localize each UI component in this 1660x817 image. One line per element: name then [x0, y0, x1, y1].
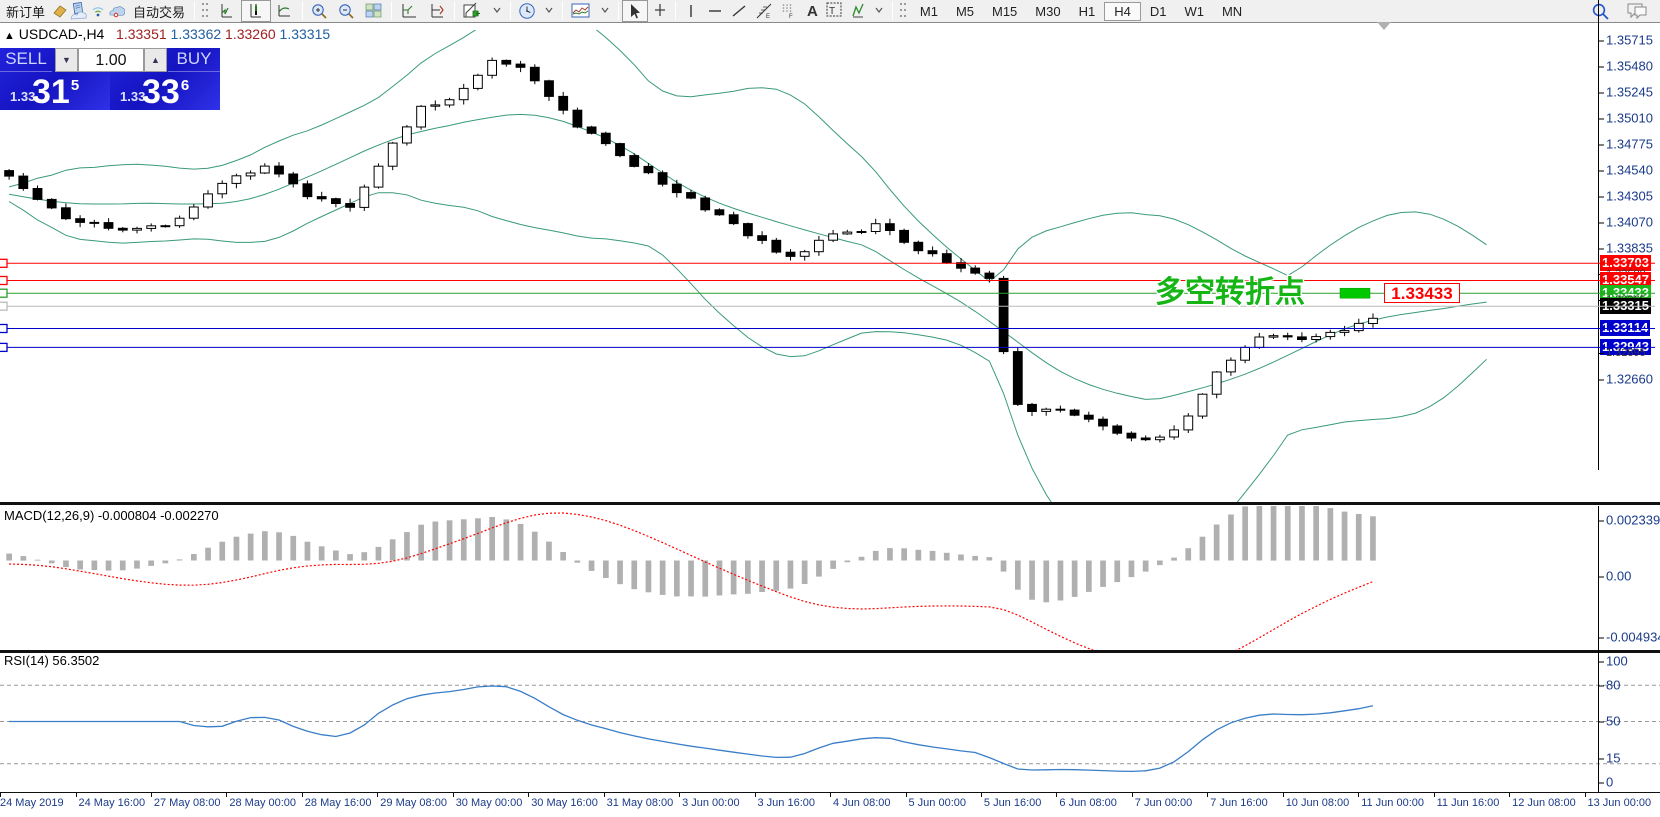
svg-text:多空转折点: 多空转折点 [1155, 276, 1305, 309]
svg-text:F: F [789, 14, 793, 20]
svg-text:T: T [829, 6, 835, 17]
svg-text:E: E [766, 14, 770, 20]
